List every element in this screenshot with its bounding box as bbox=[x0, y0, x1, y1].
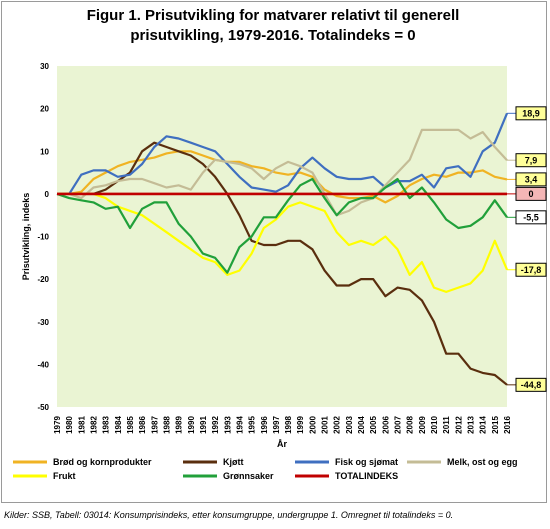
y-tick-label: -40 bbox=[37, 360, 49, 369]
x-tick-label: 1979 bbox=[53, 416, 62, 434]
x-tick-label: 1991 bbox=[199, 416, 208, 434]
x-tick-label: 2005 bbox=[369, 416, 378, 434]
y-tick-label: -30 bbox=[37, 318, 49, 327]
series-line bbox=[57, 192, 509, 293]
x-tick-label: 2007 bbox=[394, 416, 403, 434]
x-tick-label: 1995 bbox=[248, 416, 257, 434]
series-line bbox=[57, 141, 508, 386]
end-label-text: 7,9 bbox=[525, 155, 538, 165]
legend-label: Fisk og sjømat bbox=[335, 457, 398, 467]
x-tick-label: 2014 bbox=[479, 416, 488, 434]
end-label-box bbox=[515, 172, 547, 187]
x-tick-label: 1994 bbox=[235, 416, 244, 434]
end-label-text: 18,9 bbox=[522, 109, 540, 119]
y-tick-label: -10 bbox=[37, 233, 49, 242]
plot-area bbox=[57, 66, 507, 407]
x-tick-label: 1984 bbox=[114, 416, 123, 434]
series-line bbox=[57, 112, 509, 195]
x-tick-label: 1992 bbox=[211, 416, 220, 434]
x-tick-label: 2011 bbox=[442, 416, 451, 434]
y-tick-label: 0 bbox=[45, 190, 50, 199]
y-tick-label: -20 bbox=[37, 275, 49, 284]
x-tick-label: 1990 bbox=[187, 416, 196, 434]
end-label-box bbox=[515, 377, 547, 392]
source-note: Kilder: SSB, Tabell: 03014: Konsumprisin… bbox=[4, 510, 454, 520]
x-tick-label: 1980 bbox=[65, 416, 74, 434]
x-tick-label: 1986 bbox=[138, 416, 147, 434]
end-label-text: -17,8 bbox=[521, 265, 542, 275]
series-line bbox=[56, 177, 508, 274]
x-tick-label: 2008 bbox=[406, 416, 415, 434]
end-label-box bbox=[515, 210, 547, 225]
end-label-text: -44,8 bbox=[521, 380, 542, 390]
x-axis-label: År bbox=[277, 439, 287, 449]
x-tick-label: 2006 bbox=[381, 416, 390, 434]
x-tick-label: 2016 bbox=[503, 416, 512, 434]
series-line bbox=[57, 128, 508, 217]
x-tick-label: 2003 bbox=[345, 416, 354, 434]
chart-title: Figur 1. Prisutvikling for matvarer rela… bbox=[0, 6, 546, 46]
y-tick-label: -50 bbox=[37, 403, 49, 412]
legend-label: Brød og kornprodukter bbox=[53, 457, 152, 467]
x-tick-label: 2001 bbox=[321, 416, 330, 434]
chart-title-line2: prisutvikling, 1979-2016. Totalindeks = … bbox=[130, 27, 416, 44]
end-label-text: 0 bbox=[528, 189, 533, 199]
x-tick-label: 2000 bbox=[308, 416, 317, 434]
y-axis-label: Prisutvikling, indeks bbox=[21, 193, 31, 281]
end-label-box bbox=[515, 153, 547, 168]
x-tick-label: 1988 bbox=[162, 416, 171, 434]
x-tick-label: 1983 bbox=[102, 416, 111, 434]
x-tick-label: 1989 bbox=[175, 416, 184, 434]
end-label-text: 3,4 bbox=[525, 175, 538, 185]
x-tick-label: 1987 bbox=[150, 416, 159, 434]
x-tick-label: 1997 bbox=[272, 416, 281, 434]
x-tick-label: 2004 bbox=[357, 416, 366, 434]
series-line bbox=[57, 150, 508, 204]
x-tick-label: 1993 bbox=[223, 416, 232, 434]
legend-label: Melk, ost og egg bbox=[447, 457, 518, 467]
x-tick-label: 1982 bbox=[89, 416, 98, 434]
end-label-box bbox=[515, 262, 547, 277]
legend-label: Grønnsaker bbox=[223, 471, 274, 481]
y-tick-label: 30 bbox=[40, 62, 49, 71]
x-tick-label: 2002 bbox=[333, 416, 342, 434]
x-tick-label: 2013 bbox=[467, 416, 476, 434]
x-tick-label: 1981 bbox=[77, 416, 86, 434]
end-label-text: -5,5 bbox=[523, 213, 539, 223]
x-tick-label: 1985 bbox=[126, 416, 135, 434]
end-label-box bbox=[515, 186, 547, 201]
x-tick-label: 2012 bbox=[454, 416, 463, 434]
end-label-box bbox=[515, 106, 547, 121]
x-tick-label: 1998 bbox=[284, 416, 293, 434]
x-tick-label: 1999 bbox=[296, 416, 305, 434]
legend-label: Frukt bbox=[53, 471, 76, 481]
x-tick-label: 2009 bbox=[418, 416, 427, 434]
x-tick-label: 2010 bbox=[430, 416, 439, 434]
x-tick-label: 1996 bbox=[260, 416, 269, 434]
chart-title-line1: Figur 1. Prisutvikling for matvarer rela… bbox=[86, 7, 460, 24]
y-tick-label: 20 bbox=[40, 105, 49, 114]
y-tick-label: 10 bbox=[40, 147, 49, 156]
legend-label: TOTALINDEKS bbox=[335, 471, 398, 481]
legend-label: Kjøtt bbox=[223, 457, 244, 467]
x-tick-label: 2015 bbox=[491, 416, 500, 434]
